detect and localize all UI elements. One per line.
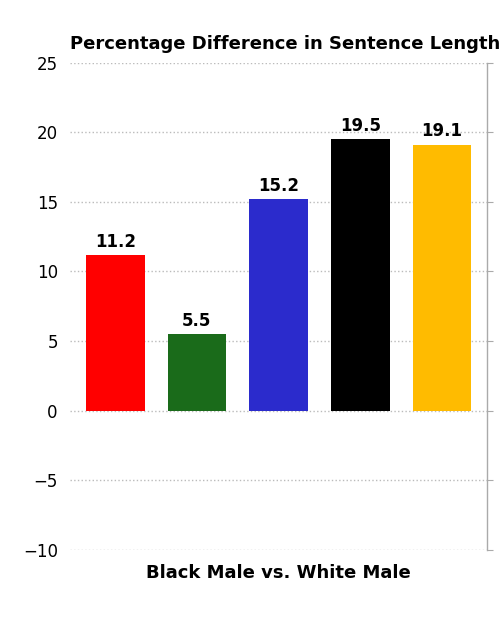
Bar: [330, 139, 389, 411]
Text: 15.2: 15.2: [258, 177, 299, 195]
X-axis label: Black Male vs. White Male: Black Male vs. White Male: [146, 564, 410, 582]
Bar: [167, 334, 226, 411]
Bar: [248, 199, 308, 411]
Text: 11.2: 11.2: [95, 232, 135, 251]
Text: 19.5: 19.5: [339, 117, 380, 135]
Bar: [412, 144, 470, 411]
Text: Percentage Difference in Sentence Length: Percentage Difference in Sentence Length: [70, 34, 499, 52]
Text: 5.5: 5.5: [182, 312, 211, 330]
Bar: [86, 255, 144, 411]
Text: 19.1: 19.1: [421, 122, 461, 141]
